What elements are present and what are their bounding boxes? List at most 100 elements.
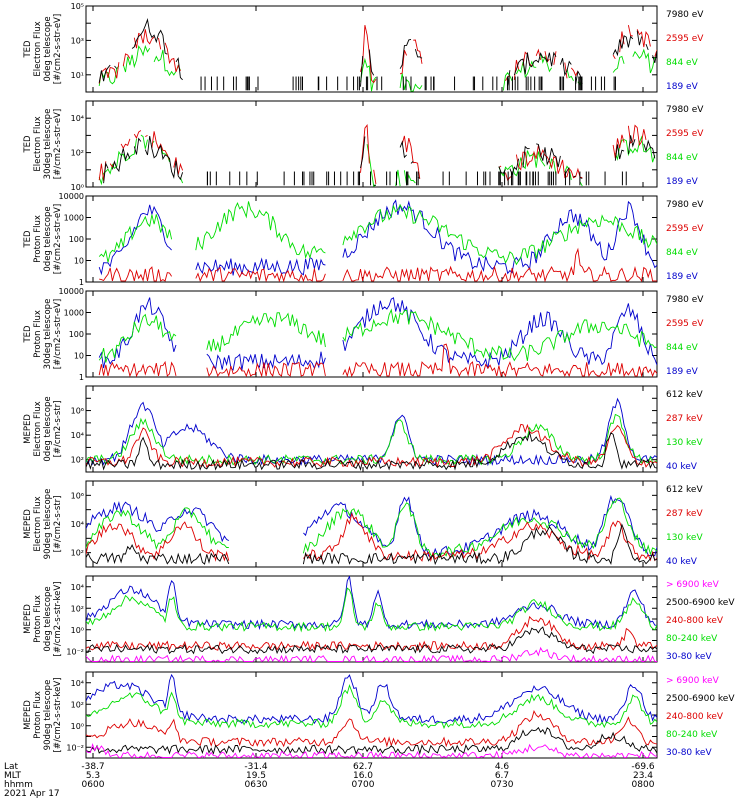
legend-entry: 80-240 keV [666, 730, 718, 740]
series-group [98, 199, 657, 282]
y-tick-label: 10⁴ [71, 114, 84, 123]
series-group [86, 494, 657, 566]
legend-entry: 7980 eV [666, 105, 704, 115]
legend-entry: 30-80 keV [666, 748, 712, 758]
y-axis-label-line: [#/cm2-s-str-keV] [53, 678, 63, 753]
legend-entry: 2500-6900 keV [666, 598, 735, 608]
y-tick-label: 10⁰ [71, 722, 84, 731]
y-axis-label-line: Electron Flux [33, 496, 43, 551]
y-axis-label-line: [#/cm2-s-str-keV] [53, 582, 63, 657]
y-tick-label: 1000 [64, 309, 84, 318]
panel-7: 10⁻² 10⁰ 10² 10⁴ MEPEDProton Flux0deg telesc… [23, 575, 735, 663]
y-tick-label: 10000 [59, 287, 84, 296]
y-tick-label: 10⁴ [71, 520, 84, 529]
legend-entry: 2595 eV [666, 129, 704, 139]
footer-tick-hhmm: 0630 [245, 780, 268, 790]
series-group [86, 397, 657, 472]
footer-row-label: hhmm [4, 780, 33, 790]
panel-5: 10² 10⁴ 10⁶ MEPEDElectron Flux0deg telescop… [23, 385, 703, 473]
y-axis-label-line: [#/cm2-s-str-eV] [53, 109, 63, 179]
series-line [86, 430, 657, 472]
y-axis-label-line: 0deg telescope [43, 586, 53, 651]
y-axis-label-line: Electron Flux [33, 21, 43, 76]
legend-entry: 287 keV [666, 414, 703, 424]
y-axis-label-line: Electron Flux [33, 401, 43, 456]
series-line [98, 17, 657, 87]
panel-8: 10⁻² 10⁰ 10² 10⁴ MEPEDProton Flux90deg teles… [23, 671, 735, 759]
legend-entry: 2595 eV [666, 319, 704, 329]
series-line [86, 615, 657, 652]
y-axis-label-line: [#/cm2-s-str] [53, 401, 63, 458]
y-tick-label: 10² [71, 549, 84, 558]
footer-tick-hhmm: 0700 [352, 780, 375, 790]
y-tick-label: 10² [71, 700, 84, 709]
series-line [98, 134, 656, 187]
footer-tick-mlt: 19.5 [246, 771, 266, 781]
legend-entry: 287 keV [666, 509, 703, 519]
y-axis-label-line: 30deg telescope [43, 109, 53, 180]
series-line [86, 413, 657, 466]
series-line [86, 710, 657, 748]
series-line [86, 497, 657, 559]
y-axis-label-line: MEPED [23, 509, 33, 539]
footer-tick-lat: 4.6 [495, 762, 510, 772]
legend-entry: 844 eV [666, 153, 699, 163]
y-axis-label-line: MEPED [23, 604, 33, 634]
series-line [98, 199, 657, 276]
footer-tick-mlt: 6.7 [495, 771, 509, 781]
series-group [86, 576, 657, 662]
footer-tick-lat: -69.6 [631, 762, 655, 772]
y-axis-label: MEPEDProton Flux0deg telescope[#/cm2-s-s… [23, 582, 63, 657]
y-axis-label: TEDProton Flux0deg telescope[#/cm2-s-str… [23, 204, 63, 274]
footer-tick-lat: -38.7 [81, 762, 104, 772]
y-tick-label: 100 [69, 235, 84, 244]
y-axis-label-line: 0deg telescope [43, 206, 53, 271]
y-axis-label-line: MEPED [23, 700, 33, 730]
y-tick-label: 10000 [59, 192, 84, 201]
legend-entry: 7980 eV [666, 295, 704, 305]
series-group [98, 123, 656, 187]
series-line [98, 201, 657, 266]
y-tick-label: 10⁵ [71, 2, 84, 11]
y-axis-label: TEDProton Flux30deg telescope[#/cm2-s-st… [23, 299, 63, 370]
y-axis-label-line: [#/cm2-s-str-eV] [53, 299, 63, 369]
series-line [86, 523, 657, 566]
legend-entry: 2595 eV [666, 224, 704, 234]
y-tick-label: 10² [71, 149, 84, 158]
series-line [98, 297, 657, 371]
y-tick-label: 10⁴ [71, 583, 84, 592]
series-line [86, 726, 657, 756]
series-line [86, 587, 657, 633]
series-group [98, 17, 657, 92]
y-axis-label-line: Proton Flux [33, 691, 43, 739]
legend-entry: 30-80 keV [666, 652, 712, 662]
y-tick-label: 1 [79, 373, 84, 382]
y-tick-label: 1000 [64, 214, 84, 223]
y-axis-label-line: 0deg telescope [43, 16, 53, 81]
y-tick-label: 10⁻² [66, 647, 84, 656]
footer-row-label: MLT [4, 771, 22, 781]
plot-frame [85, 480, 658, 568]
y-tick-label: 10⁻² [66, 743, 84, 752]
y-axis-label-line: [#/cm2-s-str-eV] [53, 204, 63, 274]
footer-tick-mlt: 5.3 [86, 771, 100, 781]
panel-1: 10¹ 10³ 10⁵ TEDElectron Flux0deg telescope[… [23, 2, 704, 93]
series-line [103, 135, 656, 186]
y-axis-label-line: 30deg telescope [43, 299, 53, 370]
y-axis-label: MEPEDProton Flux90deg telescope[#/cm2-s-… [23, 678, 63, 753]
y-tick-label: 10² [71, 456, 84, 465]
plot-frame [85, 5, 658, 93]
series-line [86, 683, 657, 730]
y-axis-label: MEPEDElectron Flux90deg telescope[#/cm2-… [23, 489, 63, 560]
y-axis-label: TEDElectron Flux0deg telescope[#/cm2-s-s… [23, 14, 63, 84]
y-axis-label-line: MEPED [23, 414, 33, 444]
footer-tick-lat: 62.7 [353, 762, 373, 772]
y-axis-label-line: Proton Flux [33, 215, 43, 263]
legend-entry: > 6900 keV [666, 580, 720, 590]
legend-entry: 189 eV [666, 367, 699, 377]
footer-tick-mlt: 16.0 [353, 771, 373, 781]
series-line [99, 247, 657, 282]
legend-entry: 844 eV [666, 58, 699, 68]
